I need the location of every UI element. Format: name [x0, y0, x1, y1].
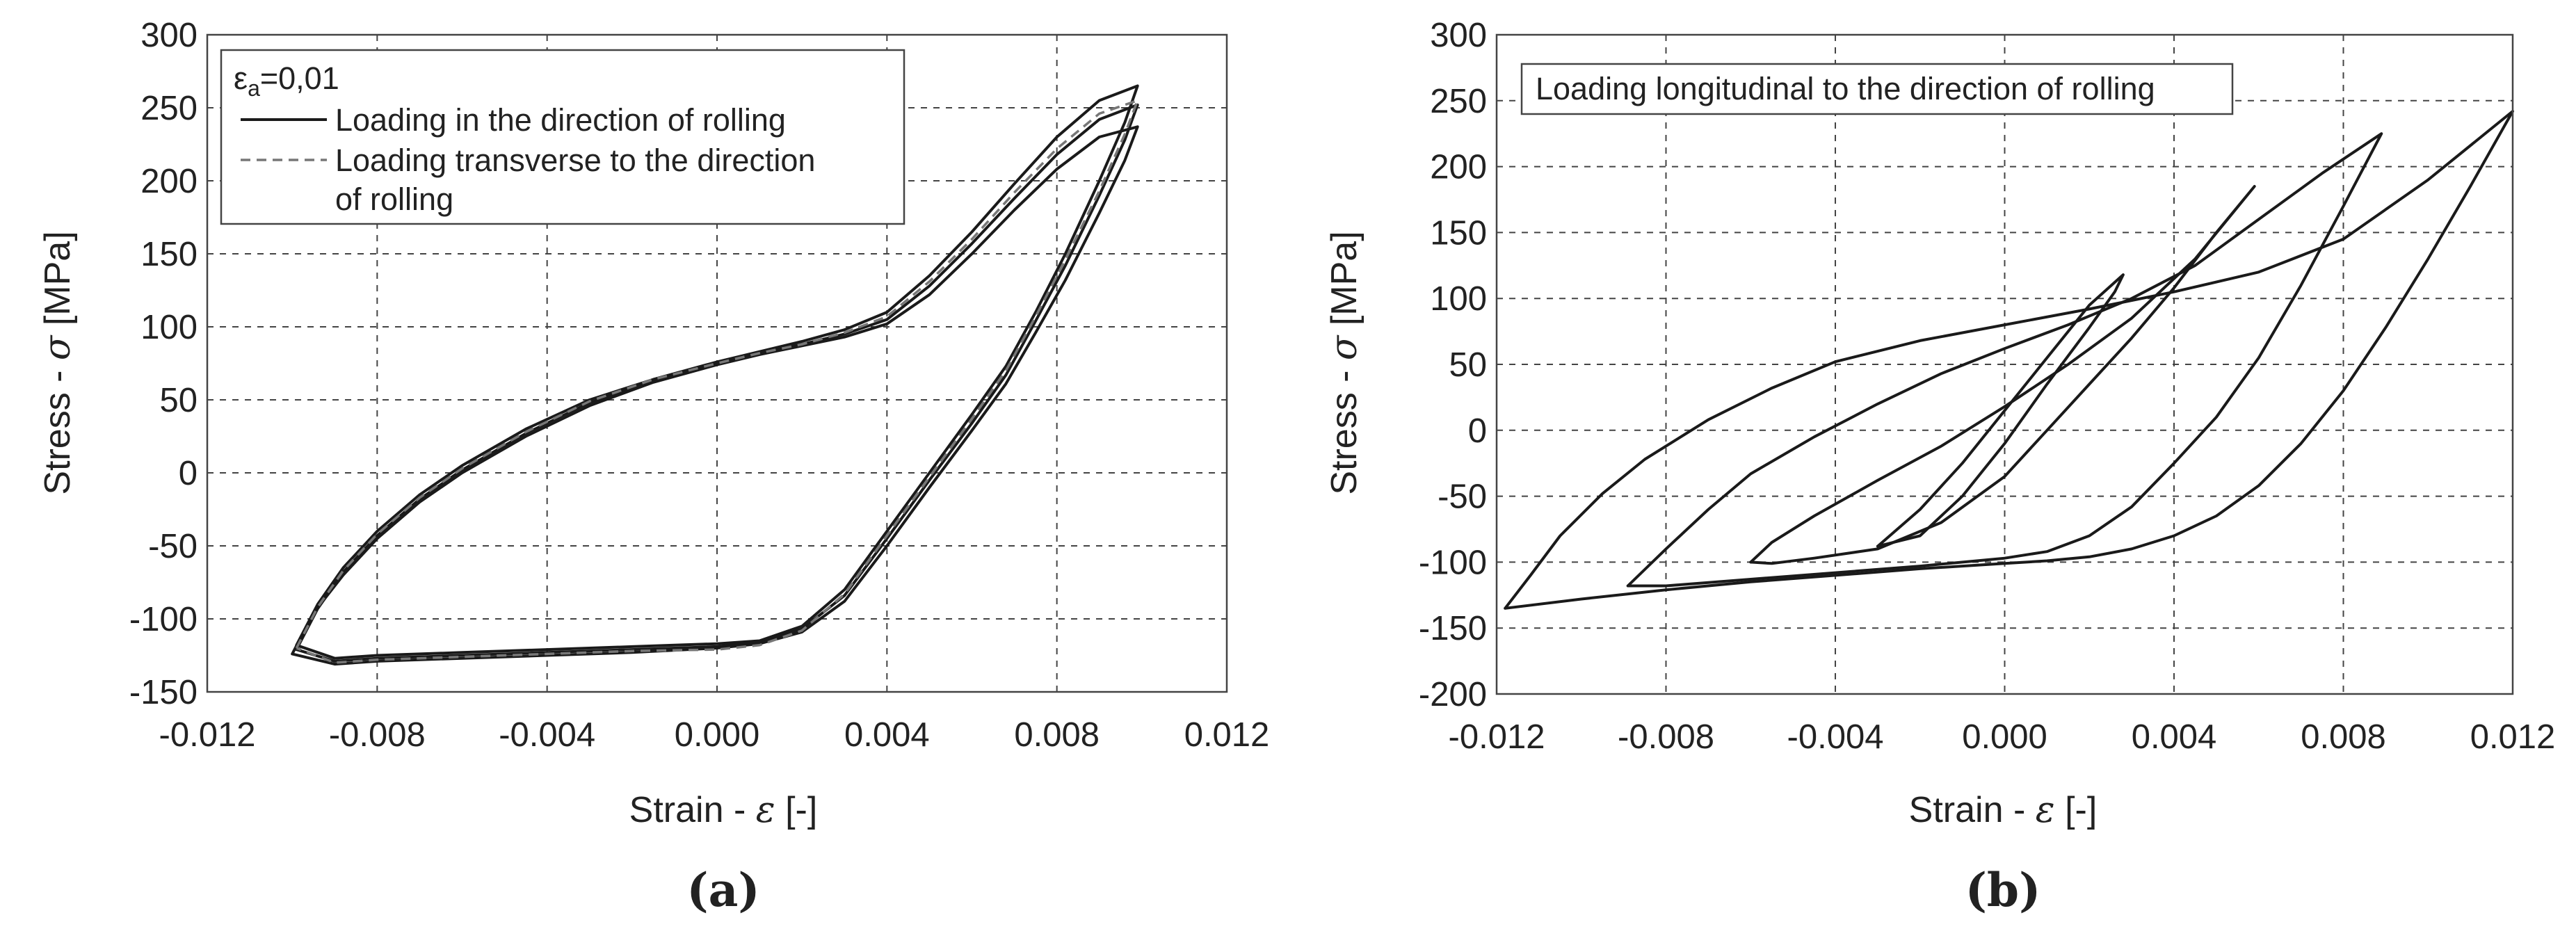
- panel-b-annotation-text: Loading longitudinal to the direction of…: [1536, 71, 2155, 106]
- panel-b-y-tick-label: 0: [1468, 412, 1487, 450]
- panel-a-legend-entry-1: Loading in the direction of rolling: [335, 102, 786, 138]
- panel-a-y-tick-label: 250: [140, 90, 198, 127]
- panel-a-x-tick-label: 0.000: [675, 716, 760, 754]
- panel-a-y-tick-label: 0: [179, 455, 198, 492]
- panel-a-x-tick-label: 0.004: [844, 716, 930, 754]
- panel-a-x-axis-title: Strain - ε [-]: [629, 789, 818, 831]
- panel-b-x-tick-label: 0.004: [2132, 718, 2217, 756]
- panel-a-series: [291, 84, 1140, 666]
- panel-b-x-ticks: -0.012 -0.008 -0.004 0.000 0.004 0.008 0.012: [1449, 718, 2556, 756]
- panel-b-series-4: [1504, 110, 2514, 610]
- panel-a-legend-box: [220, 49, 905, 225]
- panel-b-x-tick-label: 0.008: [2301, 718, 2386, 756]
- panel-b-x-tick-label: -0.012: [1449, 718, 1545, 756]
- panel-b-label: (b): [1965, 863, 2041, 917]
- panel-a-y-tick-label: 300: [140, 17, 198, 54]
- panel-b-y-tick-label: 100: [1430, 280, 1487, 318]
- panel-a-x-ticks: -0.012 -0.008 -0.004 0.000 0.004 0.008 0.012: [159, 716, 1270, 754]
- panel-b-y-tick-label: -100: [1419, 544, 1487, 581]
- panel-b-annotation-box: [1520, 63, 2234, 115]
- panel-a-y-ticks: -150 -100 -50 0 50 100 150 200 250 300: [129, 17, 198, 711]
- panel-a-series-3: [291, 125, 1139, 666]
- panel-a-series-1: [295, 84, 1139, 660]
- panel-b-y-tick-label: -150: [1419, 610, 1487, 647]
- panel-b-y-axis-title: Stress - σ [MPa]: [1323, 231, 1365, 494]
- panel-b-series: [1504, 110, 2514, 610]
- panel-a-x-tick-label: -0.008: [329, 716, 426, 754]
- panel-a-series-2: [295, 103, 1139, 663]
- panel-b-x-tick-label: 0.000: [1962, 718, 2047, 756]
- panel-b-x-tick-label: -0.004: [1787, 718, 1884, 756]
- panel-a-y-tick-label: 150: [140, 236, 198, 273]
- panel-a-y-tick-label: -100: [129, 601, 198, 638]
- panel-a-legend-entry-2-line-2: of rolling: [335, 181, 453, 217]
- panel-b-y-tick-label: 200: [1430, 149, 1487, 186]
- panel-a-y-tick-label: -150: [129, 674, 198, 711]
- panel-a-legend: εa=0,01 Loading in the direction of roll…: [220, 49, 905, 225]
- panel-b-y-tick-label: 300: [1430, 17, 1487, 54]
- panel-a-legend-title: εa=0,01: [234, 60, 339, 101]
- panel-b-grid: [1497, 35, 2513, 694]
- panel-a-y-tick-label: -50: [148, 528, 198, 565]
- panel-a-x-tick-label: -0.004: [499, 716, 595, 754]
- panel-a-y-tick-label: 200: [140, 163, 198, 200]
- panel-b-y-tick-label: -200: [1419, 676, 1487, 713]
- panel-b-series-1: [1876, 273, 2125, 548]
- panel-a-y-tick-label: 50: [159, 382, 198, 419]
- panel-b-x-tick-label: 0.012: [2470, 718, 2556, 756]
- panel-b-y-ticks: -200 -150 -100 -50 0 50 100 150 200 250 300: [1419, 17, 1487, 713]
- panel-b-series-3: [1626, 132, 2383, 588]
- panel-a-legend-entry-2-line-1: Loading transverse to the direction: [335, 143, 815, 178]
- panel-b: -200 -150 -100 -50 0 50 100 150 200 250 300 -0.012…: [1323, 17, 2555, 917]
- panel-b-annotation: Loading longitudinal to the direction of…: [1520, 63, 2234, 115]
- panel-b-series-2: [1749, 185, 2256, 565]
- panel-b-y-tick-label: -50: [1438, 478, 1487, 516]
- panel-a-plot-frame: [206, 33, 1228, 693]
- panel-a-x-tick-label: 0.008: [1014, 716, 1100, 754]
- panel-a-y-tick-label: 100: [140, 309, 198, 346]
- panel-a-series-4: [295, 98, 1140, 664]
- panel-b-x-axis-title: Strain - ε [-]: [1909, 789, 2098, 831]
- panel-b-y-tick-label: 50: [1449, 346, 1487, 384]
- panel-a-y-axis-title: Stress - σ [MPa]: [37, 231, 79, 494]
- panel-a-x-tick-label: 0.012: [1184, 716, 1270, 754]
- panel-b-y-tick-label: 150: [1430, 214, 1487, 252]
- panel-b-plot-frame: [1495, 33, 2514, 695]
- panel-b-y-tick-label: 250: [1430, 83, 1487, 120]
- panel-a-label: (a): [686, 863, 759, 917]
- panel-a-x-tick-label: -0.012: [159, 716, 256, 754]
- panel-b-x-tick-label: -0.008: [1618, 718, 1714, 756]
